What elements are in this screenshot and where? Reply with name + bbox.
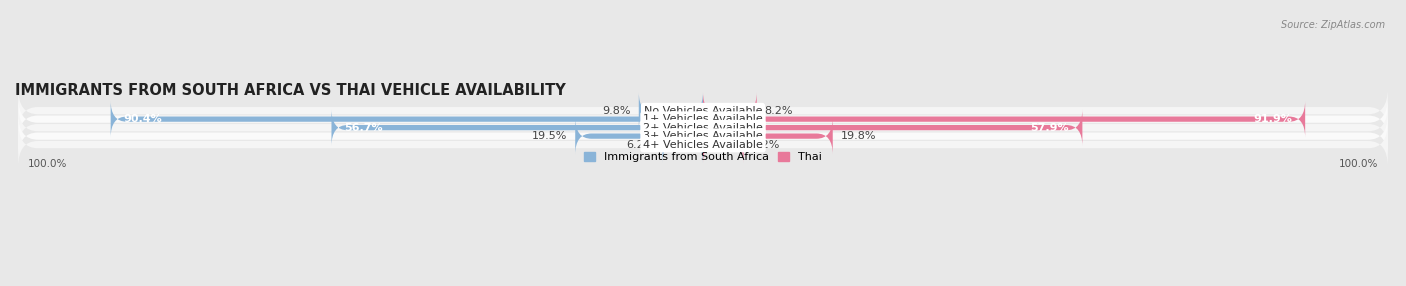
Text: No Vehicles Available: No Vehicles Available (644, 106, 762, 116)
FancyBboxPatch shape (18, 106, 1388, 150)
Legend: Immigrants from South Africa, Thai: Immigrants from South Africa, Thai (583, 152, 823, 162)
Text: 6.2%: 6.2% (626, 140, 655, 150)
Text: 19.5%: 19.5% (531, 131, 568, 141)
FancyBboxPatch shape (703, 126, 744, 163)
Text: 6.2%: 6.2% (751, 140, 780, 150)
Text: 2+ Vehicles Available: 2+ Vehicles Available (643, 123, 763, 133)
FancyBboxPatch shape (18, 123, 1388, 166)
FancyBboxPatch shape (703, 109, 1083, 146)
FancyBboxPatch shape (575, 118, 703, 155)
Text: 4+ Vehicles Available: 4+ Vehicles Available (643, 140, 763, 150)
Text: 91.9%: 91.9% (1253, 114, 1292, 124)
FancyBboxPatch shape (18, 89, 1388, 132)
Text: 9.8%: 9.8% (602, 106, 631, 116)
FancyBboxPatch shape (638, 92, 703, 129)
FancyBboxPatch shape (111, 101, 703, 138)
FancyBboxPatch shape (332, 109, 703, 146)
FancyBboxPatch shape (703, 101, 1305, 138)
Text: 56.7%: 56.7% (344, 123, 384, 133)
FancyBboxPatch shape (703, 118, 832, 155)
Text: 90.4%: 90.4% (124, 114, 163, 124)
Text: 1+ Vehicles Available: 1+ Vehicles Available (643, 114, 763, 124)
FancyBboxPatch shape (662, 126, 703, 163)
Text: IMMIGRANTS FROM SOUTH AFRICA VS THAI VEHICLE AVAILABILITY: IMMIGRANTS FROM SOUTH AFRICA VS THAI VEH… (15, 83, 565, 98)
FancyBboxPatch shape (18, 114, 1388, 158)
Text: Source: ZipAtlas.com: Source: ZipAtlas.com (1281, 20, 1385, 30)
Text: 19.8%: 19.8% (841, 131, 876, 141)
Text: 3+ Vehicles Available: 3+ Vehicles Available (643, 131, 763, 141)
Text: 57.9%: 57.9% (1031, 123, 1070, 133)
Text: 8.2%: 8.2% (765, 106, 793, 116)
FancyBboxPatch shape (18, 97, 1388, 141)
FancyBboxPatch shape (703, 92, 756, 129)
